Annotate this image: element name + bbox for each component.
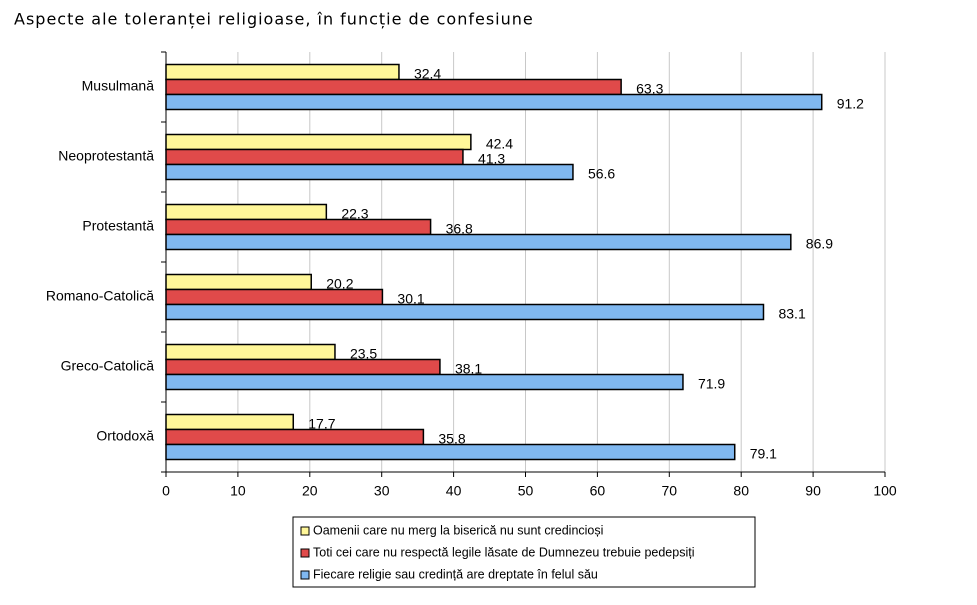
bar: [165, 93, 823, 111]
data-label: 20.2: [326, 276, 353, 292]
bar: [165, 428, 425, 446]
y-tick-label: Romano-Catolică: [46, 288, 154, 304]
x-tick-label: 40: [446, 483, 462, 499]
data-label: 91.2: [837, 96, 864, 112]
legend-text: Fiecare religie sau credință are dreptat…: [313, 567, 598, 581]
data-label: 32.4: [414, 66, 441, 82]
bar: [165, 78, 622, 96]
bar: [165, 218, 432, 236]
bar: [165, 343, 336, 361]
data-label: 41.3: [478, 151, 505, 167]
data-label: 35.8: [438, 431, 465, 447]
bar: [165, 358, 441, 376]
data-label: 22.3: [341, 206, 368, 222]
data-label: 36.8: [446, 221, 473, 237]
data-label: 63.3: [636, 81, 663, 97]
data-label: 71.9: [698, 376, 725, 392]
bar: [165, 288, 384, 306]
legend-text: Toti cei care nu respectă legile lăsate …: [313, 545, 694, 559]
x-tick-label: 100: [873, 483, 897, 499]
bar: [165, 443, 736, 461]
data-label: 23.5: [350, 346, 377, 362]
data-label: 79.1: [750, 446, 777, 462]
data-label: 17.7: [308, 416, 335, 432]
x-tick-label: 60: [590, 483, 606, 499]
bar: [165, 303, 765, 321]
y-tick-label: Ortodoxă: [96, 428, 154, 444]
data-label: 56.6: [588, 166, 615, 182]
y-tick-label: Greco-Catolică: [61, 358, 155, 374]
bar: [165, 63, 400, 81]
bar: [165, 413, 295, 431]
legend-swatch: [300, 526, 310, 536]
bar: [165, 373, 684, 391]
legend-swatch: [300, 570, 310, 580]
legend-box: [292, 516, 756, 588]
bar: [165, 133, 472, 151]
x-tick-label: 20: [302, 483, 318, 499]
x-tick-label: 10: [230, 483, 246, 499]
x-tick-label: 30: [374, 483, 390, 499]
bar: [165, 163, 574, 181]
legend-swatch: [300, 548, 310, 558]
chart-title: Aspecte ale toleranței religioase, în fu…: [14, 10, 534, 29]
bar: [165, 148, 464, 166]
y-tick-label: Protestantă: [82, 218, 154, 234]
x-tick-label: 70: [662, 483, 678, 499]
y-tick-label: Neoprotestantă: [58, 148, 154, 164]
data-label: 86.9: [806, 236, 833, 252]
x-tick-label: 0: [162, 483, 170, 499]
bar: [165, 233, 792, 251]
x-tick-label: 50: [518, 483, 534, 499]
data-label: 38.1: [455, 361, 482, 377]
legend-text: Oamenii care nu merg la biserică nu sunt…: [313, 523, 603, 537]
x-tick-label: 90: [805, 483, 821, 499]
bar: [165, 203, 328, 221]
data-label: 83.1: [778, 306, 805, 322]
data-label: 42.4: [486, 136, 513, 152]
y-tick-label: Musulmană: [82, 78, 155, 94]
bar: [165, 273, 312, 291]
x-tick-label: 80: [733, 483, 749, 499]
data-label: 30.1: [397, 291, 424, 307]
